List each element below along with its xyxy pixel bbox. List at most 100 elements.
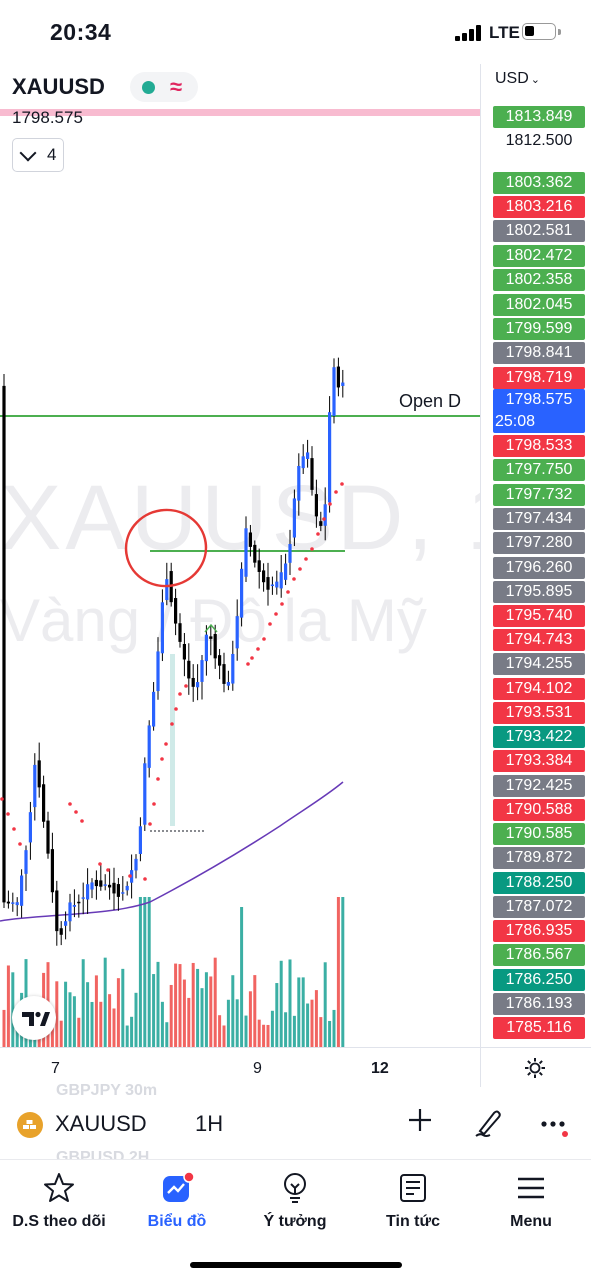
more-icon[interactable] [540,1107,570,1137]
status-time: 20:34 [50,19,112,45]
price-label: 1799.599 [493,318,585,340]
price-label: 1797.280 [493,532,585,554]
candle-body [244,528,248,577]
price-label: 1803.362 [493,172,585,194]
price-label: 1785.116 [493,1017,585,1039]
volume-bar [306,1003,310,1047]
nav-ideas[interactable]: Ý tưởng [236,1170,354,1231]
candle-body [328,412,332,503]
delayed-data-icon: ≈ [170,74,183,99]
chart-area[interactable]: XAUUSD, 1h Vàng / Đô la Mỹ XAUUSD ≈ 1798… [0,64,480,1047]
indicators-toggle-button[interactable]: 4 [12,138,64,172]
psar-dot [160,757,164,761]
candle-body [178,623,182,642]
price-scale[interactable]: USD ⌄ 1813.849 1812.500 1803.362 1803.216 180… [480,64,591,1047]
volume-bar [174,963,178,1047]
candle-body [319,521,323,526]
candle-body [200,660,204,682]
candle-body [209,636,213,639]
candle-body [292,498,296,538]
psar-dot [164,742,168,746]
candle-body [341,382,345,386]
status-bar: 20:34 LTE [0,0,591,62]
price-label: 1794.102 [493,678,585,700]
nav-news[interactable]: Tin tức [354,1170,472,1231]
menu-icon [518,1177,544,1199]
psar-dot [178,692,182,696]
chart-settings-button[interactable] [480,1047,591,1088]
candle-body [174,598,178,624]
volume-bar [182,979,186,1047]
symbol-search-button[interactable]: XAUUSD [55,1111,147,1136]
psar-dot [256,647,260,651]
home-indicator [190,1262,402,1268]
candle-body [156,651,160,692]
volume-bar [116,978,120,1047]
psar-dot [106,868,110,872]
price-label: 1797.750 [493,459,585,481]
tradingview-logo-icon[interactable] [12,996,56,1040]
indicator-count: 4 [47,145,57,164]
volume-bar [6,965,10,1047]
nav-chart[interactable]: Biểu đồ [118,1170,236,1231]
nav-menu[interactable]: Menu [472,1170,590,1231]
volume-bar [332,1009,336,1047]
volume-bar [196,968,200,1047]
market-status-pill[interactable]: ≈ [130,72,198,102]
time-axis[interactable]: 7 9 12 [0,1047,480,1088]
psar-dot [316,532,320,536]
ghost-symbol-row: GBPJPY 30m [56,1082,158,1099]
price-label: 1802.358 [493,269,585,291]
candle-body [103,884,107,886]
candle-body [253,544,257,563]
candle-body [55,890,59,932]
chart-symbol[interactable]: XAUUSD [12,74,105,99]
nav-watchlist[interactable]: D.S theo dõi [0,1170,118,1231]
volume-bar [68,992,72,1047]
volume-bar [55,981,59,1047]
timeframe-button[interactable]: 1H [195,1111,224,1136]
price-label: 1793.384 [493,750,585,772]
volume-bar [270,1010,274,1047]
price-chart[interactable] [0,64,480,1047]
psar-dot [156,777,160,781]
battery-icon [522,23,556,40]
volume-bar [112,1008,116,1047]
volume-bar [156,961,160,1047]
currency-selector[interactable]: USD ⌄ [495,70,540,88]
volume-bar [222,1025,226,1047]
volume-bar [90,1001,94,1047]
brush-icon[interactable] [470,1105,506,1141]
psar-dot [68,802,72,806]
volume-bar [240,907,244,1047]
volume-bar [253,975,257,1047]
gold-icon [17,1112,43,1138]
candle-body [20,875,24,906]
psar-dot [292,577,296,581]
volume-bars [2,897,345,1047]
open-line-label: Open D [399,391,462,411]
price-label: 1797.434 [493,508,585,530]
candle-body [147,725,151,768]
volume-bar [72,996,76,1047]
top-price-band [0,109,480,116]
market-open-dot-icon [142,81,155,94]
volume-bar [319,1017,323,1047]
volume-bar [178,964,182,1047]
candle-body [64,921,68,926]
candle-body [108,884,112,888]
volume-bar [187,997,191,1047]
psar-dot [98,862,102,866]
price-label: 1797.732 [493,484,585,506]
candle-body [152,691,156,727]
candle-body [336,366,340,388]
plus-icon[interactable] [405,1105,435,1144]
psar-dot [310,547,314,551]
candle-body [231,653,235,684]
volume-bar [284,1012,288,1047]
volume-bar [147,897,151,1047]
volume-bar [328,1020,332,1047]
candle-body [213,633,217,659]
volume-bar [121,968,125,1047]
candle-body [134,858,138,871]
